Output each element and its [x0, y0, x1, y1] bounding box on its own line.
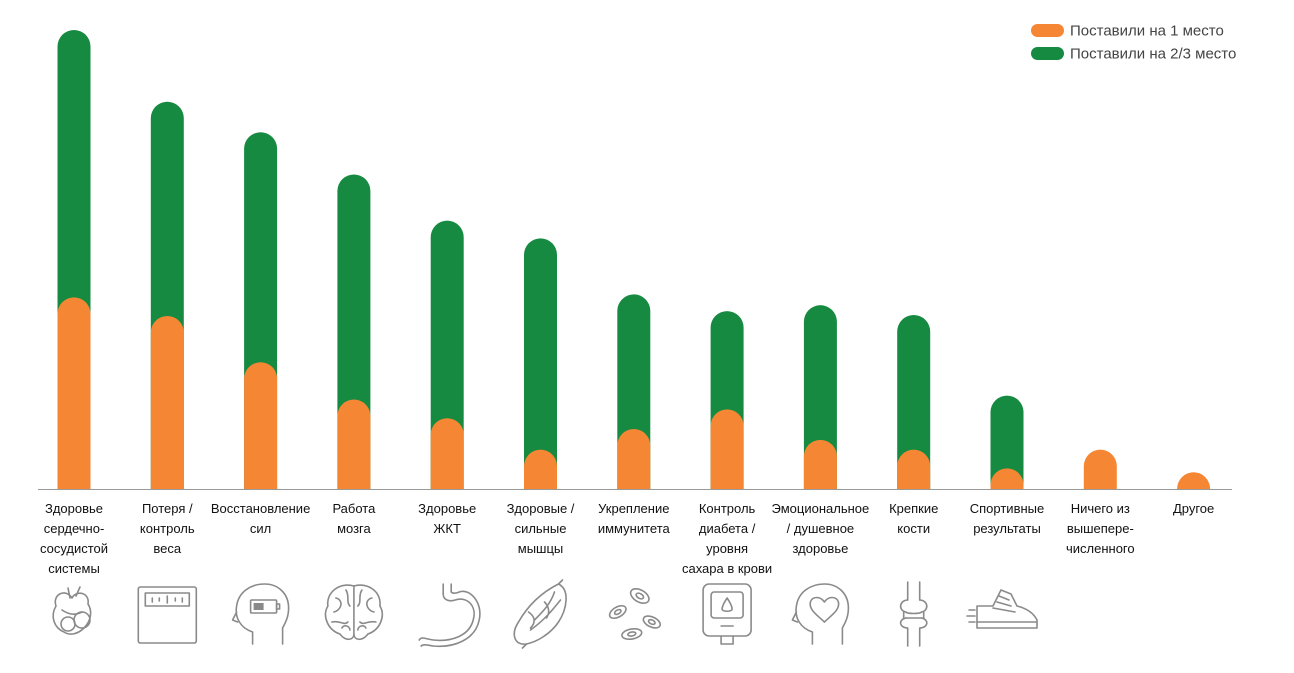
head-heart-icon — [791, 583, 850, 645]
scale-icon — [137, 586, 198, 644]
legend: Поставили на 1 место Поставили на 2/3 ме… — [1031, 23, 1236, 63]
category-label-line: сердечно- — [44, 521, 105, 536]
category-label-line: Работа — [332, 501, 376, 516]
bone-joint-icon — [899, 581, 928, 647]
category-label-3: Работа мозга — [332, 501, 376, 536]
muscle-icon — [513, 579, 567, 649]
category-label-line: ЖКТ — [433, 521, 461, 536]
category-label-line: Контроль — [699, 501, 756, 516]
bar-first-0 — [57, 297, 91, 489]
legend-label-second: Поставили на 2/3 место — [1070, 46, 1236, 63]
category-label-0: Здоровье сердечно-сосудистой системы — [40, 501, 108, 576]
category-label-1: Потеря / контроль веса — [140, 501, 195, 556]
bar-first-4 — [430, 418, 464, 489]
stomach-icon — [418, 583, 481, 648]
category-label-line: сахара в крови — [682, 561, 772, 576]
legend-swatch-second — [1031, 47, 1064, 60]
bar-first-7 — [710, 409, 744, 489]
bar-first-10 — [990, 468, 1024, 489]
category-label-line: численного — [1066, 541, 1135, 556]
brain-icon — [324, 584, 384, 641]
category-label-6: Укрепление иммунитета — [598, 501, 671, 536]
bar-first-3 — [337, 399, 371, 489]
category-label-line: сосудистой — [40, 541, 108, 556]
category-label-4: Здоровье ЖКТ — [418, 501, 476, 536]
category-label-11: Ничего из вышепере-численного — [1066, 501, 1135, 556]
category-label-line: Потеря / — [142, 501, 193, 516]
bar-first-6 — [617, 429, 651, 489]
heart-icon — [52, 586, 92, 635]
bars-layer — [57, 29, 1211, 490]
category-labels: Здоровье сердечно-сосудистой системы Потеря… — [40, 501, 1214, 576]
legend-item-second: Поставили на 2/3 место — [1031, 46, 1236, 63]
category-label-line: результаты — [973, 521, 1041, 536]
bar-first-8 — [803, 439, 837, 489]
bar-first-2 — [244, 362, 278, 489]
category-label-line: диабета / — [699, 521, 756, 536]
category-label-9: Крепкие кости — [889, 501, 938, 536]
head-battery-icon — [231, 583, 290, 645]
category-label-line: здоровье — [792, 541, 848, 556]
category-label-line: мышцы — [518, 541, 564, 556]
category-label-line: веса — [153, 541, 181, 556]
category-label-line: Крепкие — [889, 501, 938, 516]
bar-first-12 — [1177, 472, 1211, 489]
category-label-line: сильные — [515, 521, 567, 536]
category-label-5: Здоровые / сильные мышцы — [507, 501, 575, 556]
category-label-line: контроль — [140, 521, 195, 536]
category-label-12: Другое — [1173, 501, 1214, 516]
bar-first-5 — [524, 449, 557, 489]
category-icons — [52, 579, 1038, 649]
category-label-line: системы — [48, 561, 100, 576]
pills-icon — [608, 587, 662, 641]
category-label-10: Спортивные результаты — [970, 501, 1044, 536]
legend-label-first: Поставили на 1 место — [1070, 23, 1224, 40]
bar-first-11 — [1083, 449, 1117, 489]
bar-second-10 — [990, 395, 1024, 489]
category-label-7: Контроль диабета / уровня сахара в крови — [682, 501, 772, 576]
category-label-line: Восстановление — [211, 501, 310, 516]
category-label-line: / душевное — [787, 521, 855, 536]
category-label-line: Спортивные — [970, 501, 1044, 516]
category-label-line: Здоровые / — [507, 501, 575, 516]
category-label-2: Восстановление сил — [211, 501, 310, 536]
category-label-line: Здоровье — [45, 501, 103, 516]
category-label-line: уровня — [706, 541, 748, 556]
category-label-line: Эмоциональное — [772, 501, 870, 516]
legend-swatch-first — [1031, 24, 1064, 37]
glucose-meter-icon — [702, 583, 752, 645]
category-label-line: мозга — [337, 521, 371, 536]
bar-first-9 — [897, 449, 931, 489]
bar-first-1 — [150, 315, 184, 489]
category-label-line: сил — [250, 521, 271, 536]
category-label-line: Укрепление — [598, 501, 669, 516]
category-label-line: иммунитета — [598, 521, 671, 536]
category-label-line: Другое — [1173, 501, 1214, 516]
bar-second-9 — [897, 315, 931, 489]
category-label-line: вышепере- — [1067, 521, 1134, 536]
bar-second-5 — [524, 238, 557, 489]
sneaker-icon — [966, 589, 1038, 629]
category-label-line: кости — [897, 521, 930, 536]
category-label-8: Эмоциональное / душевное здоровье — [772, 501, 870, 556]
category-label-line: Здоровье — [418, 501, 476, 516]
legend-item-first: Поставили на 1 место — [1031, 23, 1224, 40]
category-label-line: Ничего из — [1071, 501, 1130, 516]
